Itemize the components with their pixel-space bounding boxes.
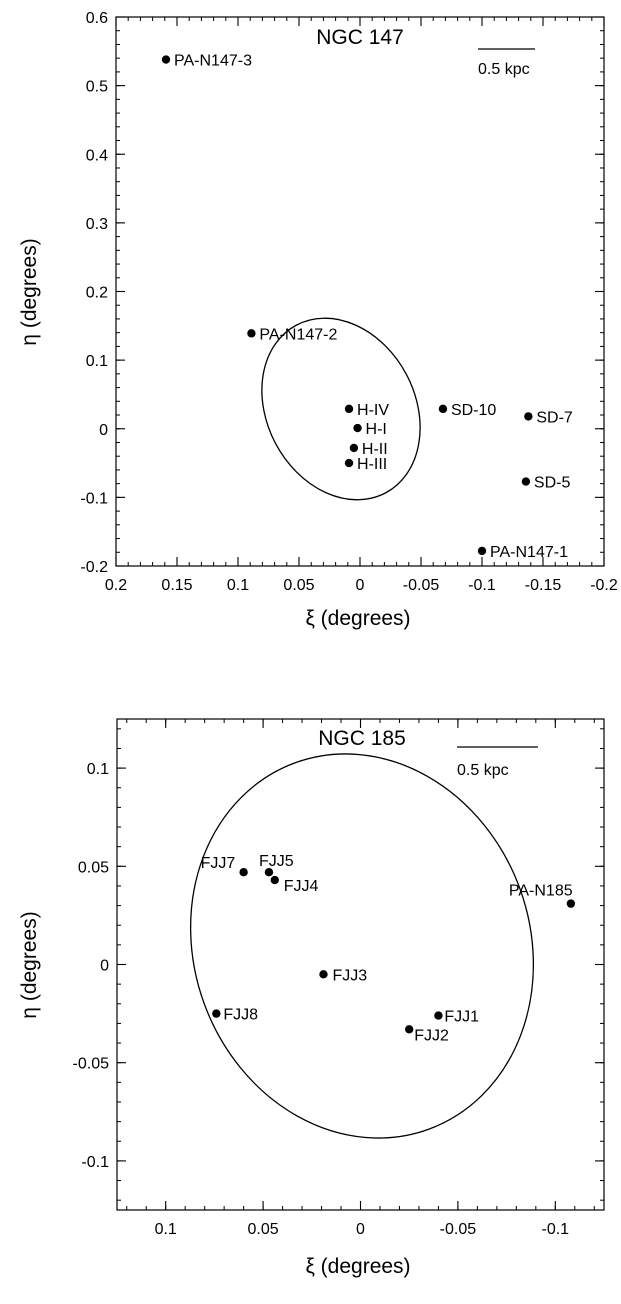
point-label: FJJ3 xyxy=(332,967,367,984)
point-label: FJJ8 xyxy=(223,1007,258,1024)
chart-panel-1: 0.2 0.15 0.1 0.05 0 -0.05 -0.1 -0.15 -0.2 -0.2 -0.… xyxy=(18,10,618,630)
data-point xyxy=(438,404,448,414)
x-tick-label: -0.05 xyxy=(403,577,440,594)
x-axis-title: ξ (degrees) xyxy=(305,1255,410,1278)
x-tick-label: 0.05 xyxy=(248,1221,279,1238)
point-label: H-IV xyxy=(357,402,389,419)
data-point xyxy=(319,970,328,979)
point-label: PA-N147-1 xyxy=(490,544,568,561)
data-point xyxy=(349,443,359,453)
y-tick-label: -0.1 xyxy=(80,490,108,507)
x-tick-label: 0 xyxy=(356,1221,365,1238)
point-label: SD-10 xyxy=(451,402,496,419)
data-point xyxy=(270,875,279,885)
panel-title: NGC 147 xyxy=(316,26,404,49)
x-tick-label: -0.2 xyxy=(590,577,618,594)
x-tick-label: 0.05 xyxy=(283,577,314,594)
y-tick-label: -0.2 xyxy=(80,559,108,576)
data-point xyxy=(353,423,362,433)
x-tick-label: 0.15 xyxy=(161,577,192,594)
scale-bar-label: 0.5 kpc xyxy=(478,61,530,78)
data-point xyxy=(161,55,171,64)
point-label: FJJ5 xyxy=(259,853,294,870)
y-tick-label: 0.05 xyxy=(78,859,109,876)
x-tick-label: -0.1 xyxy=(468,577,496,594)
y-tick-label: -0.05 xyxy=(73,1056,110,1073)
point-label: FJJ1 xyxy=(444,1009,479,1026)
data-point xyxy=(524,412,533,421)
point-label: PA-N147-2 xyxy=(259,326,337,343)
y-tick-label: 0.3 xyxy=(86,216,108,233)
point-label: SD-5 xyxy=(534,475,571,492)
data-point xyxy=(477,546,487,556)
data-point xyxy=(247,329,256,338)
y-tick-label: 0.1 xyxy=(87,761,109,778)
data-point xyxy=(344,458,354,468)
point-label: PA-N147-3 xyxy=(174,53,252,70)
x-tick-label: -0.05 xyxy=(440,1221,477,1238)
point-label: H-I xyxy=(366,421,387,438)
x-tick-label: 0.1 xyxy=(227,577,249,594)
y-tick-label: 0.5 xyxy=(86,79,108,96)
y-tick-label: -0.1 xyxy=(81,1154,109,1171)
y-tick-label: 0 xyxy=(99,422,108,439)
panel-title: NGC 185 xyxy=(318,727,406,750)
data-point xyxy=(212,1009,221,1018)
y-tick-label: 0.4 xyxy=(86,147,108,164)
x-tick-label: -0.1 xyxy=(542,1221,570,1238)
point-label: FJJ2 xyxy=(414,1027,449,1044)
point-label: H-II xyxy=(362,441,388,458)
data-point xyxy=(521,477,531,486)
x-tick-label: 0 xyxy=(356,577,365,594)
point-label: H-III xyxy=(357,456,387,473)
y-tick-label: 0.1 xyxy=(86,353,108,370)
chart-panel-2: 0.1 0.05 0 -0.05 -0.1 0.1 0.05 0 -0.05 -0.1 ξ (deg… xyxy=(18,718,605,1278)
point-label: FJJ7 xyxy=(201,855,236,872)
data-point xyxy=(405,1025,414,1034)
y-tick-label: 0 xyxy=(100,958,109,975)
galaxy-ellipse xyxy=(261,317,421,501)
x-axis-title: ξ (degrees) xyxy=(305,607,410,630)
y-axis-title: η (degrees) xyxy=(18,238,41,345)
y-tick-label: 0.2 xyxy=(86,285,108,302)
data-point xyxy=(264,867,274,877)
x-tick-label: 0.1 xyxy=(155,1221,177,1238)
point-label: SD-7 xyxy=(536,409,573,426)
data-point xyxy=(239,867,248,877)
data-point xyxy=(344,404,354,414)
galaxy-ellipse xyxy=(189,753,535,1139)
data-point xyxy=(434,1011,443,1020)
point-label: PA-N185 xyxy=(509,883,573,900)
point-label: FJJ4 xyxy=(284,878,319,895)
y-axis-title: η (degrees) xyxy=(18,911,41,1018)
x-tick-label: -0.15 xyxy=(525,577,562,594)
plot-frame xyxy=(115,16,605,567)
data-point xyxy=(566,899,576,908)
scale-bar-label: 0.5 kpc xyxy=(457,762,509,779)
y-tick-label: 0.6 xyxy=(86,10,108,27)
x-tick-label: 0.2 xyxy=(105,577,127,594)
